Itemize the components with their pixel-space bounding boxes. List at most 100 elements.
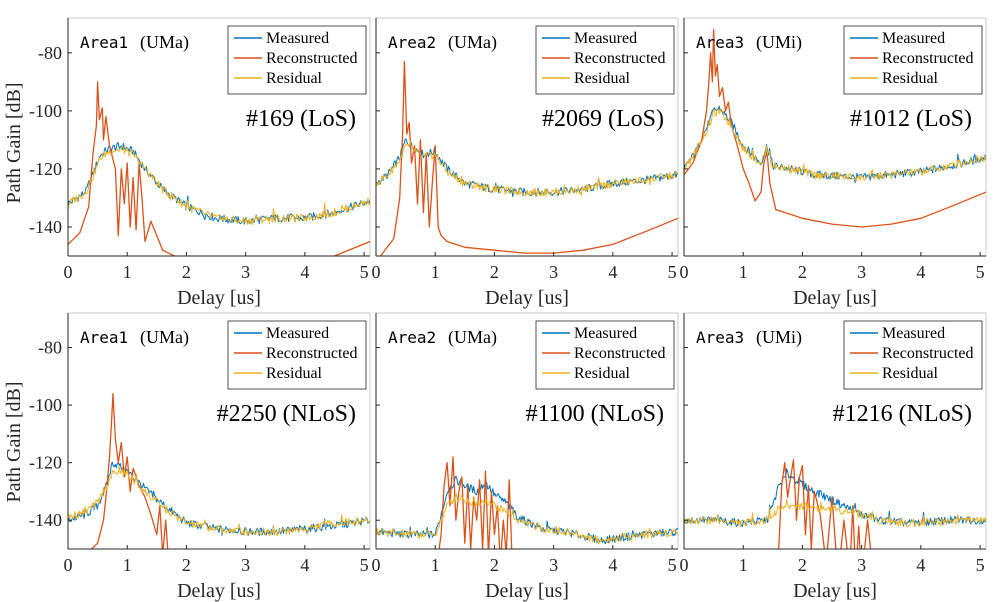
- reconstructed-line: [684, 28, 986, 228]
- reconstructed-line: [778, 459, 872, 549]
- area-name: Area2: [388, 328, 436, 347]
- x-tick-label: 0: [680, 262, 689, 282]
- plot-lines: [684, 459, 986, 549]
- x-tick-label: 5: [360, 555, 369, 575]
- measured-line: [684, 468, 986, 527]
- sample-label: #1012 (LoS): [850, 106, 972, 132]
- y-tick-label: -140: [29, 510, 62, 530]
- x-axis-label: Delay [us]: [177, 580, 261, 602]
- plot-lines: [376, 60, 678, 256]
- legend-entry-reconstructed: Reconstructed: [574, 345, 666, 362]
- legend-entry-residual: Residual: [266, 70, 323, 87]
- x-tick-label: 1: [739, 262, 748, 282]
- sample-label: #2250 (NLoS): [217, 401, 356, 427]
- x-tick-label: 5: [360, 262, 369, 282]
- legend-entry-reconstructed: Reconstructed: [266, 345, 358, 362]
- legend-entry-reconstructed: Reconstructed: [574, 50, 666, 67]
- legend: Measured Reconstructed Residual: [535, 25, 675, 95]
- residual-line: [376, 493, 678, 545]
- x-tick-label: 3: [549, 555, 558, 575]
- legend-entry-measured: Measured: [574, 30, 637, 47]
- subplot-2: 0 1 2 3 4 5 Delay [us] Area2 (UMa) #2069 (LoS) Mea…: [372, 17, 679, 309]
- area-type: (UMa): [140, 327, 189, 348]
- x-tick-label: 4: [916, 555, 925, 575]
- subplot-6: 0 1 2 3 4 5 Delay [us] Area3 (UMi) #1216 (NLoS) Me…: [680, 312, 987, 602]
- legend-box: [227, 25, 367, 95]
- x-axis-label: Delay [us]: [485, 580, 569, 602]
- x-tick-label: 3: [241, 262, 250, 282]
- area-name: Area3: [696, 33, 744, 52]
- area-type: (UMa): [448, 32, 497, 53]
- x-tick-label: 0: [372, 555, 381, 575]
- area-type: (UMa): [448, 327, 497, 348]
- legend: Measured Reconstructed Residual: [843, 25, 983, 95]
- legend-entry-residual: Residual: [266, 365, 323, 382]
- legend-entry-measured: Measured: [266, 30, 329, 47]
- legend-entry-measured: Measured: [266, 325, 329, 342]
- y-tick-label: -100: [29, 101, 62, 121]
- subplot-1: 0 1 2 3 4 5 -140 -120 -100 -80 Delay [us] Area1 (UMa…: [29, 17, 371, 309]
- x-tick-label: 4: [916, 262, 925, 282]
- area-type: (UMi): [756, 327, 802, 348]
- sample-label: #2069 (LoS): [542, 106, 664, 132]
- residual-line: [68, 465, 370, 536]
- legend-entry-measured: Measured: [882, 325, 945, 342]
- subplot-grid: 0 1 2 3 4 5 -140 -120 -100 -80 Delay [us] Area1 (UMa…: [29, 17, 987, 602]
- measured-line: [684, 105, 986, 183]
- sample-label: #1216 (NLoS): [833, 401, 972, 427]
- area-name: Area1: [80, 33, 128, 52]
- x-tick-label: 2: [182, 262, 191, 282]
- area-name: Area1: [80, 328, 128, 347]
- measured-line: [68, 142, 370, 225]
- area-name: Area2: [388, 33, 436, 52]
- x-tick-label: 0: [64, 555, 73, 575]
- legend-entry-reconstructed: Reconstructed: [882, 345, 974, 362]
- x-tick-label: 5: [976, 555, 985, 575]
- x-tick-label: 3: [241, 555, 250, 575]
- y-axis-label-top: Path Gain [dB]: [3, 82, 25, 203]
- x-tick-label: 1: [431, 555, 440, 575]
- x-tick-label: 4: [300, 262, 309, 282]
- x-tick-label: 4: [300, 555, 309, 575]
- x-tick-label: 4: [608, 555, 617, 575]
- subplot-4: 0 1 2 3 4 5 -140 -120 -100 -80 Delay [us] Area1 (UMa…: [29, 312, 371, 602]
- residual-line: [376, 140, 678, 197]
- reconstructed-line: [90, 392, 169, 549]
- legend-entry-residual: Residual: [882, 365, 939, 382]
- legend: Measured Reconstructed Residual: [843, 320, 983, 390]
- plot-lines: [684, 28, 986, 228]
- y-axis-label-bottom: Path Gain [dB]: [3, 381, 25, 502]
- x-tick-label: 5: [668, 262, 677, 282]
- subplot-3: 0 1 2 3 4 5 Delay [us] Area3 (UMi) #1012 (LoS) Mea…: [680, 17, 987, 309]
- x-axis-label: Delay [us]: [793, 580, 877, 602]
- y-tick-label: -120: [29, 453, 62, 473]
- x-tick-label: 1: [431, 262, 440, 282]
- x-tick-label: 2: [490, 262, 499, 282]
- x-tick-label: 3: [857, 555, 866, 575]
- x-tick-label: 1: [739, 555, 748, 575]
- reconstructed-line: [68, 81, 370, 256]
- residual-line: [684, 498, 986, 528]
- x-tick-label: 2: [798, 262, 807, 282]
- area-name: Area3: [696, 328, 744, 347]
- legend: Measured Reconstructed Residual: [227, 320, 367, 390]
- x-tick-label: 4: [608, 262, 617, 282]
- y-tick-label: -100: [29, 395, 62, 415]
- x-tick-label: 2: [490, 555, 499, 575]
- y-tick-label: -120: [29, 159, 62, 179]
- residual-line: [684, 107, 986, 182]
- plot-lines: [68, 81, 370, 256]
- x-tick-label: 5: [668, 555, 677, 575]
- x-tick-label: 3: [549, 262, 558, 282]
- legend-entry-measured: Measured: [882, 30, 945, 47]
- sample-label: #1100 (NLoS): [526, 401, 664, 427]
- reconstructed-line: [438, 456, 513, 549]
- legend-entry-measured: Measured: [574, 325, 637, 342]
- plot-lines: [68, 392, 370, 549]
- plot-lines: [376, 456, 678, 549]
- area-type: (UMi): [756, 32, 802, 53]
- legend-entry-reconstructed: Reconstructed: [882, 50, 974, 67]
- legend-entry-reconstructed: Reconstructed: [266, 50, 358, 67]
- reconstructed-line: [379, 60, 678, 256]
- x-axis-label: Delay [us]: [793, 287, 877, 309]
